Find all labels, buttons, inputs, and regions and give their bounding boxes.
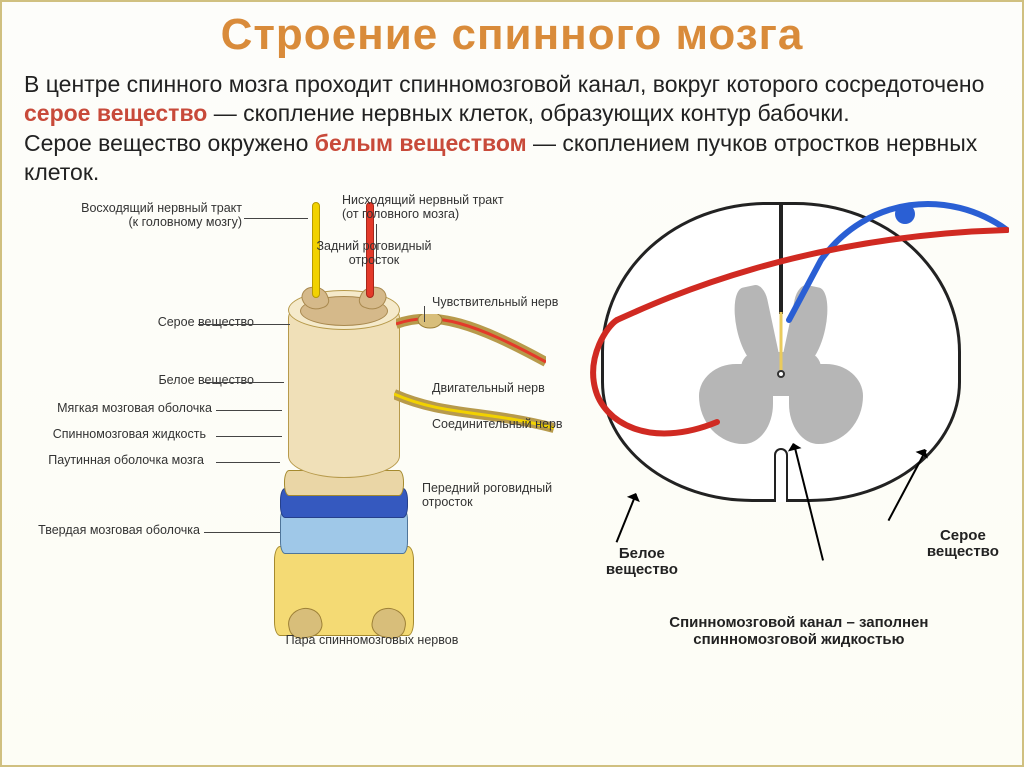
label-gray: Серое вещество	[84, 316, 254, 330]
cord-column	[274, 256, 414, 636]
left-stage: Восходящий нервный тракт (к головному мо…	[24, 196, 545, 666]
label-csf: Спинномозговая жидкость	[36, 428, 206, 442]
label-arach: Паутинная оболочка мозга	[34, 454, 204, 468]
leader-dura	[204, 532, 280, 533]
leader-gray	[198, 324, 290, 325]
label-white: Белое вещество	[84, 374, 254, 388]
label-gray-matter: Серое вещество	[913, 528, 1013, 561]
label-post-horn: Задний роговидный отросток	[314, 240, 434, 268]
leader-white	[204, 382, 284, 383]
label-dura: Твердая мозговая оболочка	[30, 524, 200, 538]
intro-part2: — скопление нервных клеток, образующих к…	[207, 100, 849, 126]
label-asc-tract: Восходящий нервный тракт (к головному мо…	[72, 202, 242, 230]
label-motor-nerve: Двигательный нерв	[432, 382, 572, 396]
label-desc-tract: Нисходящий нервный тракт (от головного м…	[342, 194, 522, 222]
leader-csf	[216, 436, 282, 437]
diagram-row: Восходящий нервный тракт (к головному мо…	[24, 196, 1000, 666]
intro-part1: В центре спинного мозга проходит спинном…	[24, 71, 984, 97]
white-matter-column	[288, 308, 400, 478]
leader-pia	[216, 410, 282, 411]
diagram-cross-section: Белое вещество Серое вещество Спинномозг…	[553, 196, 1000, 666]
intro-paragraph: В центре спинного мозга проходит спинном…	[24, 70, 1000, 188]
arrow-canal-head	[784, 434, 801, 451]
caption-canal: Спинномозговой канал – заполнен спинномо…	[619, 614, 979, 649]
sensory-nerve-icon	[396, 314, 546, 374]
highlight-gray-matter: серое вещество	[24, 100, 207, 126]
label-pia: Мягкая мозговая оболочка	[42, 402, 212, 416]
page-title: Строение спинного мозга	[24, 10, 1000, 60]
intro-part3: Серое вещество окружено	[24, 130, 315, 156]
label-pair: Пара спинномозговых нервов	[272, 634, 472, 648]
label-mixed-nerve: Соединительный нерв	[432, 418, 572, 432]
highlight-white-matter: белым веществом	[315, 130, 533, 156]
motor-path-icon	[589, 200, 1009, 520]
leader-sens	[424, 306, 425, 322]
diagram-3d-cutaway: Восходящий нервный тракт (к головному мо…	[24, 196, 545, 666]
right-stage: Белое вещество Серое вещество Спинномозг…	[553, 196, 1000, 666]
cross-section	[601, 202, 961, 502]
leader-arach	[216, 462, 280, 463]
label-white-matter: Белое вещество	[587, 546, 697, 579]
leader-asc-tract	[244, 218, 308, 219]
slide: Строение спинного мозга В центре спинног…	[0, 0, 1024, 767]
